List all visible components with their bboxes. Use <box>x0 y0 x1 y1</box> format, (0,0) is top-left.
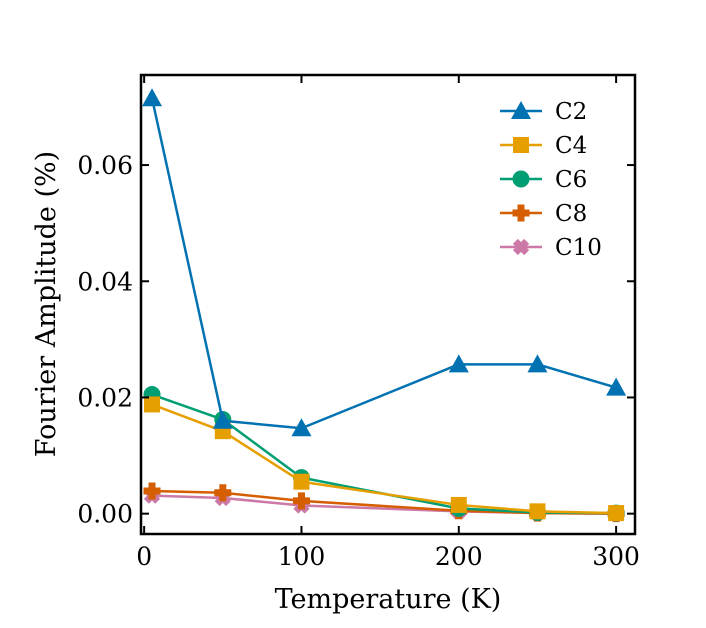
x-tick-label: 100 <box>278 542 326 571</box>
series-line <box>150 97 617 430</box>
legend-label: C4 <box>555 133 587 159</box>
series-c10 <box>143 487 625 522</box>
x-tick-label: 200 <box>435 542 483 571</box>
x-axis-label: Temperature (K) <box>275 584 502 615</box>
data-point <box>212 410 233 429</box>
legend-marker <box>511 101 531 119</box>
axis-ticks: 0 100 200 300 0.00 0.02 0.04 0.06 <box>77 75 640 571</box>
legend-label: C2 <box>555 99 587 125</box>
data-point <box>144 396 161 413</box>
legend-label: C6 <box>555 167 587 193</box>
legend-marker <box>512 204 530 222</box>
legend-marker <box>512 170 530 188</box>
data-point <box>608 505 625 522</box>
legend-marker <box>513 137 529 153</box>
data-point <box>143 482 161 500</box>
data-point <box>448 354 469 373</box>
legend-label: C10 <box>555 235 602 261</box>
series-line <box>151 403 617 515</box>
legend: C2 C4 C6 C8 C10 <box>500 99 602 261</box>
data-point <box>450 496 467 513</box>
data-point <box>142 88 163 107</box>
y-tick-label: 0.00 <box>77 500 133 529</box>
data-point <box>527 354 548 373</box>
data-point <box>293 473 310 490</box>
data-point <box>606 377 627 396</box>
legend-item-c8: C8 <box>500 201 587 227</box>
y-axis-label: Fourier Amplitude (%) <box>31 151 62 457</box>
x-tick-label: 300 <box>592 542 640 571</box>
data-point <box>529 503 546 520</box>
data-point <box>214 484 232 502</box>
series-c2 <box>142 88 627 437</box>
axes-frame <box>139 73 637 536</box>
x-tick-label: 0 <box>136 542 152 571</box>
plot-area <box>142 88 627 523</box>
y-tick-label: 0.06 <box>77 151 133 180</box>
legend-item-c2: C2 <box>500 99 587 125</box>
legend-item-c4: C4 <box>500 133 587 159</box>
legend-label: C8 <box>555 201 587 227</box>
legend-marker <box>512 238 530 256</box>
y-tick-label: 0.02 <box>77 383 133 412</box>
legend-item-c10: C10 <box>500 235 602 261</box>
data-point <box>292 492 310 510</box>
y-tick-label: 0.04 <box>77 267 133 296</box>
series-c4 <box>144 396 625 522</box>
legend-item-c6: C6 <box>500 167 587 193</box>
data-point <box>291 418 312 437</box>
series-c8 <box>143 482 625 523</box>
